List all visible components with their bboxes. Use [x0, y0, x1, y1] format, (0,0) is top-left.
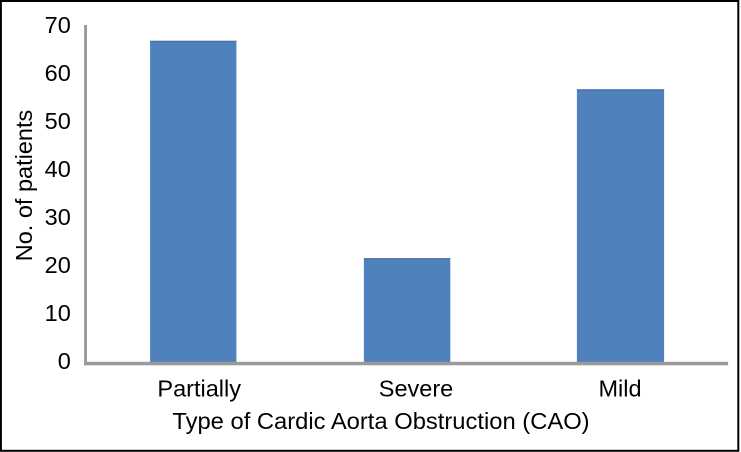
svg-text:Mild: Mild — [598, 376, 641, 402]
svg-text:30: 30 — [45, 204, 71, 230]
svg-text:Type of Cardic Aorta Obstructi: Type of Cardic Aorta Obstruction (CAO) — [172, 408, 589, 434]
svg-text:Severe: Severe — [379, 376, 453, 402]
svg-text:0: 0 — [58, 348, 71, 374]
svg-text:20: 20 — [45, 252, 71, 278]
svg-text:10: 10 — [45, 300, 71, 326]
svg-text:40: 40 — [45, 156, 71, 182]
svg-text:70: 70 — [45, 12, 71, 38]
svg-text:No. of patients: No. of patients — [11, 110, 37, 262]
svg-text:50: 50 — [45, 108, 71, 134]
svg-text:Partially: Partially — [157, 376, 241, 402]
svg-text:60: 60 — [45, 60, 71, 86]
